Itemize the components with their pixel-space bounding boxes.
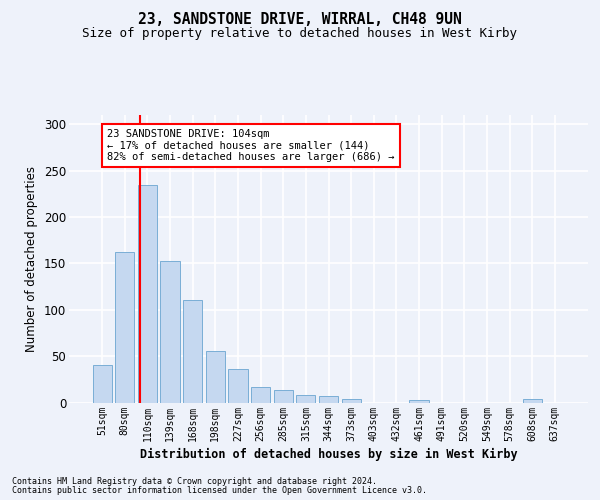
Text: 23, SANDSTONE DRIVE, WIRRAL, CH48 9UN: 23, SANDSTONE DRIVE, WIRRAL, CH48 9UN (138, 12, 462, 28)
Bar (229, 369, 248, 402)
Bar (206, 352, 225, 403)
Bar (160, 260, 180, 402)
Text: Contains public sector information licensed under the Open Government Licence v3: Contains public sector information licen… (12, 486, 427, 495)
Bar (183, 300, 202, 402)
Bar (341, 399, 361, 402)
Bar (92, 366, 112, 403)
Y-axis label: Number of detached properties: Number of detached properties (25, 166, 38, 352)
Bar (138, 184, 157, 402)
Text: 23 SANDSTONE DRIVE: 104sqm
← 17% of detached houses are smaller (144)
82% of sem: 23 SANDSTONE DRIVE: 104sqm ← 17% of deta… (107, 129, 395, 162)
Text: Distribution of detached houses by size in West Kirby: Distribution of detached houses by size … (140, 448, 518, 460)
Bar (409, 400, 428, 402)
Bar (274, 390, 293, 402)
Bar (296, 395, 316, 402)
Bar (115, 252, 134, 402)
Bar (251, 386, 270, 402)
Bar (319, 396, 338, 402)
Bar (523, 399, 542, 402)
Text: Size of property relative to detached houses in West Kirby: Size of property relative to detached ho… (83, 26, 517, 40)
Text: Contains HM Land Registry data © Crown copyright and database right 2024.: Contains HM Land Registry data © Crown c… (12, 477, 377, 486)
